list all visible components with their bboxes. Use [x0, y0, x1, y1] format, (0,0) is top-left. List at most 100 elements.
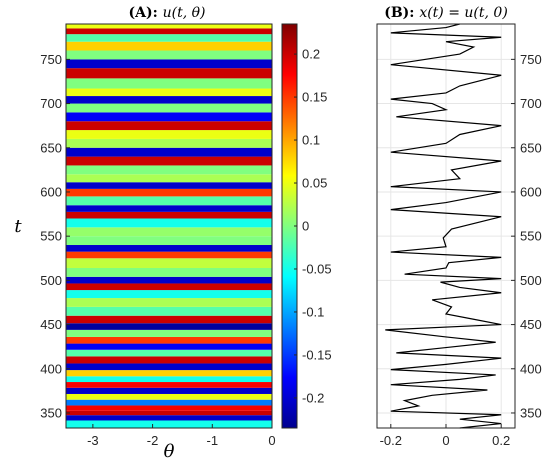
heatmap-band — [66, 88, 272, 97]
heatmap-band — [66, 276, 272, 284]
heatmap-band — [66, 50, 272, 60]
colorbar-tick-label: -0.1 — [302, 304, 324, 319]
y-tick-label: 450 — [520, 317, 542, 332]
colorbar-tick-label: -0.05 — [302, 261, 332, 276]
x-tick-label: -1 — [207, 433, 219, 448]
heatmap-band — [66, 236, 272, 246]
heatmap-band — [66, 138, 272, 148]
heatmap-band — [66, 205, 272, 212]
heatmap-band — [66, 96, 272, 104]
colorbar-tick-label: 0 — [302, 219, 309, 234]
heatmap-band — [66, 218, 272, 228]
heatmap-band — [66, 420, 272, 428]
heatmap-band — [66, 387, 272, 394]
panel-a: (A): u(t, θ) -3 -2 -1 0 350 400 450 500 550 600 6… — [14, 5, 275, 462]
panel-a-y-ticks: 350 400 450 500 550 600 650 700 750 — [40, 52, 70, 420]
heatmap-band — [66, 370, 272, 377]
heatmap-band — [66, 290, 272, 299]
heatmap — [66, 24, 272, 428]
heatmap-band — [66, 349, 272, 357]
heatmap-band — [66, 188, 272, 197]
panel-b: (B): x(t) = u(t, 0) -0.2 0 0.2 350 400 450 50… — [376, 5, 542, 448]
x-tick-label: -2 — [147, 433, 159, 448]
y-tick-label: 600 — [520, 184, 542, 199]
heatmap-band — [66, 298, 272, 307]
panel-a-title: (A): u(t, θ) — [128, 5, 205, 21]
heatmap-band — [66, 28, 272, 35]
heatmap-band — [66, 315, 272, 324]
panel-a-x-ticks: -3 -2 -1 0 — [87, 424, 276, 448]
heatmap-band — [66, 41, 272, 51]
heatmap-band — [66, 182, 272, 189]
heatmap-band — [66, 147, 272, 157]
panel-b-title-math: x(t) = u(t, 0) — [419, 5, 507, 21]
heatmap-band — [66, 410, 272, 416]
y-tick-label: 350 — [40, 405, 62, 420]
heatmap-band — [66, 415, 272, 421]
x-tick-label: -3 — [87, 433, 99, 448]
colorbar-tick-label: 0.15 — [302, 90, 327, 105]
colorbar: -0.2 -0.15 -0.1 -0.05 0 0.05 0.1 0.15 0.2 — [281, 23, 332, 429]
y-axis-label: t — [14, 216, 22, 237]
colorbar-tick-label: -0.2 — [302, 390, 324, 405]
x-series-line — [385, 23, 502, 429]
heatmap-band — [66, 130, 272, 139]
heatmap-band — [66, 393, 272, 400]
heatmap-band — [66, 306, 272, 316]
y-tick-label: 550 — [40, 229, 62, 244]
colorbar-tick-label: 0.05 — [302, 176, 327, 191]
colorbar-tick-label: 0.2 — [302, 47, 320, 62]
heatmap-band — [66, 121, 272, 131]
heatmap-band — [66, 68, 272, 79]
heatmap-band — [66, 336, 272, 344]
panel-a-frame — [65, 23, 273, 429]
heatmap-band — [66, 382, 272, 388]
heatmap-band — [66, 251, 272, 259]
heatmap-band — [66, 283, 272, 291]
heatmap-band — [66, 174, 272, 183]
panel-a-title-math: u(t, θ) — [163, 5, 206, 21]
heatmap-band — [66, 329, 272, 337]
colorbar-tick-label: 0.1 — [302, 133, 320, 148]
heatmap-band — [66, 356, 272, 364]
x-tick-label: 0 — [442, 433, 449, 448]
heatmap-band — [66, 323, 272, 330]
heatmap-band — [66, 343, 272, 350]
y-tick-label: 600 — [40, 184, 62, 199]
x-axis-label: θ — [164, 441, 175, 462]
panel-a-title-prefix: (A): — [128, 5, 162, 21]
y-tick-label: 650 — [520, 140, 542, 155]
x-tick-label: 0.2 — [492, 433, 510, 448]
heatmap-band — [66, 227, 272, 237]
panel-b-y-ticks: 350 400 450 500 550 600 650 700 750 — [511, 52, 542, 420]
y-tick-label: 400 — [40, 361, 62, 376]
heatmap-band — [66, 211, 272, 219]
heatmap-band — [66, 399, 272, 406]
heatmap-band — [66, 78, 272, 89]
y-tick-label: 500 — [520, 273, 542, 288]
heatmap-band — [66, 24, 272, 29]
y-tick-label: 700 — [520, 96, 542, 111]
y-tick-label: 650 — [40, 140, 62, 155]
y-tick-label: 400 — [520, 361, 542, 376]
y-tick-label: 750 — [40, 52, 62, 67]
x-tick-label: 0 — [268, 433, 275, 448]
panel-b-grid — [377, 24, 515, 428]
y-tick-label: 700 — [40, 96, 62, 111]
heatmap-band — [66, 245, 272, 252]
y-tick-label: 450 — [40, 317, 62, 332]
heatmap-band — [66, 34, 272, 42]
heatmap-band — [66, 258, 272, 268]
colorbar-tick-label: -0.15 — [302, 347, 332, 362]
y-tick-label: 550 — [520, 229, 542, 244]
colorbar-ticks: -0.2 -0.15 -0.1 -0.05 0 0.05 0.1 0.15 0.2 — [294, 47, 332, 405]
heatmap-band — [66, 267, 272, 277]
heatmap-band — [66, 363, 272, 371]
y-tick-label: 750 — [520, 52, 542, 67]
heatmap-band — [66, 112, 272, 122]
heatmap-band — [66, 196, 272, 206]
heatmap-band — [66, 165, 272, 175]
panel-b-x-ticks: -0.2 0 0.2 — [380, 424, 510, 448]
y-tick-label: 350 — [520, 405, 542, 420]
